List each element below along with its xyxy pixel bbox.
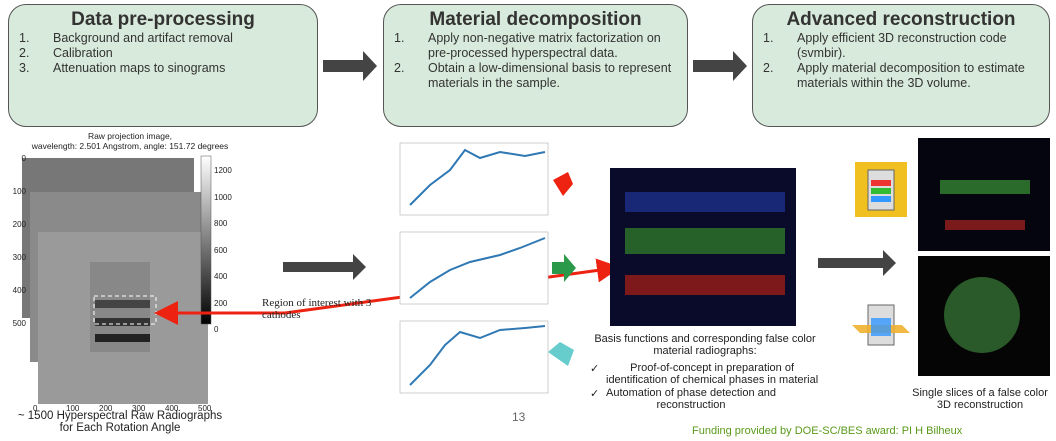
item-text: Obtain a low-dimensional basis to repres… bbox=[428, 61, 677, 91]
cyan-arrow bbox=[548, 342, 574, 366]
step-title: Material decomposition bbox=[394, 9, 677, 31]
red-arrow bbox=[553, 172, 573, 196]
list-item: 3.Attenuation maps to sinograms bbox=[19, 61, 307, 76]
page-number: 13 bbox=[512, 410, 525, 424]
y-tick-label: 500 bbox=[2, 319, 26, 328]
item-number: 1. bbox=[763, 31, 797, 61]
step-box: Material decomposition 1.Apply non-negat… bbox=[383, 4, 688, 127]
y-tick-label: 400 bbox=[2, 286, 26, 295]
y-tick-label: 300 bbox=[2, 253, 26, 262]
colorbar-tick-label: 1000 bbox=[214, 193, 232, 202]
y-tick-label: 100 bbox=[2, 187, 26, 196]
list-item: 2.Calibration bbox=[19, 46, 307, 61]
item-number: 2. bbox=[394, 61, 428, 91]
step-box: Data pre-processing 1.Background and art… bbox=[8, 4, 318, 127]
item-number: 3. bbox=[19, 61, 53, 76]
item-number: 2. bbox=[763, 61, 797, 91]
colorbar-tick-label: 400 bbox=[214, 272, 227, 281]
step-title: Advanced reconstruction bbox=[763, 9, 1039, 31]
step-title: Data pre-processing bbox=[19, 9, 307, 31]
item-text: Calibration bbox=[53, 46, 113, 61]
list-item: 2.Apply material decomposition to estima… bbox=[763, 61, 1039, 91]
roi-label: Region of interest with 3 cathodes bbox=[262, 297, 371, 321]
image-caption: ~ 1500 Hyperspectral Raw Radiographs for… bbox=[0, 410, 240, 434]
false-color-radiograph bbox=[610, 168, 796, 326]
item-number: 2. bbox=[19, 46, 53, 61]
colorbar-tick-label: 0 bbox=[214, 325, 218, 334]
radiograph-stack bbox=[22, 156, 211, 404]
basis-plots bbox=[400, 143, 548, 393]
colorbar-tick-label: 600 bbox=[214, 246, 227, 255]
basis-heading: Basis functions and corresponding false … bbox=[575, 333, 835, 357]
funding-note: Funding provided by DOE-SC/BES award: PI… bbox=[692, 425, 962, 437]
list-item: 2.Obtain a low-dimensional basis to repr… bbox=[394, 61, 677, 91]
bullet-mark: ✓ bbox=[590, 362, 606, 386]
item-text: Apply material decomposition to estimate… bbox=[797, 61, 1039, 91]
slide: Data pre-processing 1.Background and art… bbox=[0, 0, 1056, 441]
item-text: Apply non-negative matrix factorization … bbox=[428, 31, 677, 61]
colorbar-tick-label: 800 bbox=[214, 219, 227, 228]
item-text: Background and artifact removal bbox=[53, 31, 233, 46]
y-tick-label: 200 bbox=[2, 220, 26, 229]
recon-caption: Single slices of a false color 3D recons… bbox=[900, 387, 1056, 411]
bullet-mark: ✓ bbox=[590, 387, 606, 411]
item-text: Apply efficient 3D reconstruction code (… bbox=[797, 31, 1039, 61]
bullet: ✓Automation of phase detection and recon… bbox=[590, 387, 840, 411]
green-arrow bbox=[552, 254, 576, 282]
list-item: 1.Apply efficient 3D reconstruction code… bbox=[763, 31, 1039, 61]
item-text: Attenuation maps to sinograms bbox=[53, 61, 225, 76]
colorbar-tick-label: 1200 bbox=[214, 166, 232, 175]
bullet-text: Proof-of-concept in preparation of ident… bbox=[606, 362, 818, 386]
step-box: Advanced reconstruction 1.Apply efficien… bbox=[752, 4, 1050, 127]
item-number: 1. bbox=[19, 31, 53, 46]
list-item: 1.Background and artifact removal bbox=[19, 31, 307, 46]
y-tick-label: 0 bbox=[2, 154, 26, 163]
image-title: Raw projection image, wavelength: 2.501 … bbox=[10, 131, 250, 151]
reconstruction-slices bbox=[852, 138, 1050, 376]
colorbar-tick-label: 200 bbox=[214, 299, 227, 308]
list-item: 1.Apply non-negative matrix factorizatio… bbox=[394, 31, 677, 61]
bullet: ✓Proof-of-concept in preparation of iden… bbox=[590, 362, 840, 386]
bullet-text: Automation of phase detection and recons… bbox=[606, 387, 776, 411]
item-number: 1. bbox=[394, 31, 428, 61]
basis-bullets: ✓Proof-of-concept in preparation of iden… bbox=[590, 362, 840, 412]
